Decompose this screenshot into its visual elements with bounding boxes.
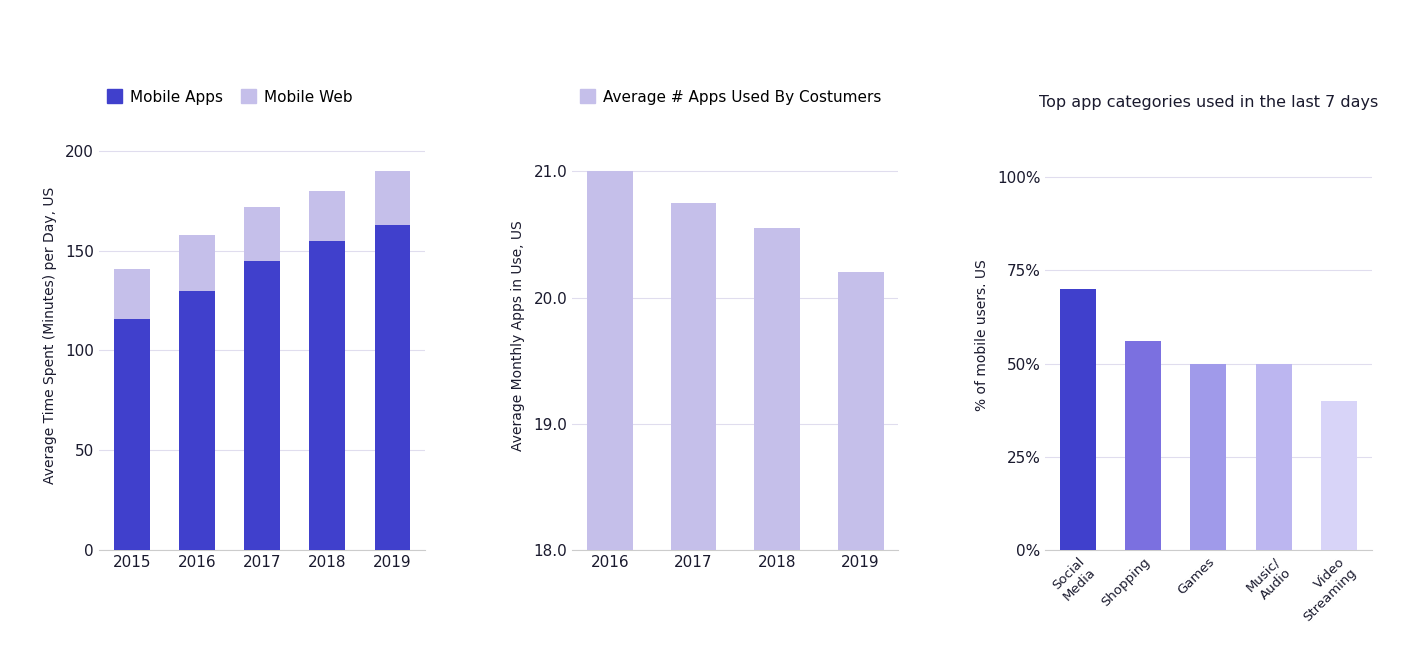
Bar (113, 268, 150, 319)
Text: Top app categories used in the last 7 days: Top app categories used in the last 7 da… (1039, 95, 1379, 110)
Bar (245, 207, 280, 260)
Bar (837, 272, 884, 550)
Bar (245, 260, 280, 550)
Bar (113, 319, 150, 550)
Bar (375, 225, 410, 550)
Bar (180, 235, 215, 291)
Y-axis label: Average Time Spent (Minutes) per Day, US: Average Time Spent (Minutes) per Day, US (42, 187, 57, 484)
Y-axis label: % of mobile users. US: % of mobile users. US (974, 260, 988, 411)
Legend: Mobile Apps, Mobile Web: Mobile Apps, Mobile Web (106, 89, 352, 105)
Bar (1321, 401, 1357, 550)
Bar (587, 171, 633, 550)
Bar (375, 170, 410, 225)
Legend: Average # Apps Used By Costumers: Average # Apps Used By Costumers (580, 89, 881, 105)
Bar (1126, 341, 1161, 550)
Bar (180, 291, 215, 550)
Bar (754, 228, 800, 550)
Y-axis label: Average Monthly Apps in Use, US: Average Monthly Apps in Use, US (510, 220, 525, 451)
Bar (310, 241, 345, 550)
Bar (1256, 364, 1291, 550)
Bar (1060, 289, 1096, 550)
Bar (1191, 364, 1226, 550)
Bar (670, 203, 717, 550)
Bar (310, 191, 345, 241)
